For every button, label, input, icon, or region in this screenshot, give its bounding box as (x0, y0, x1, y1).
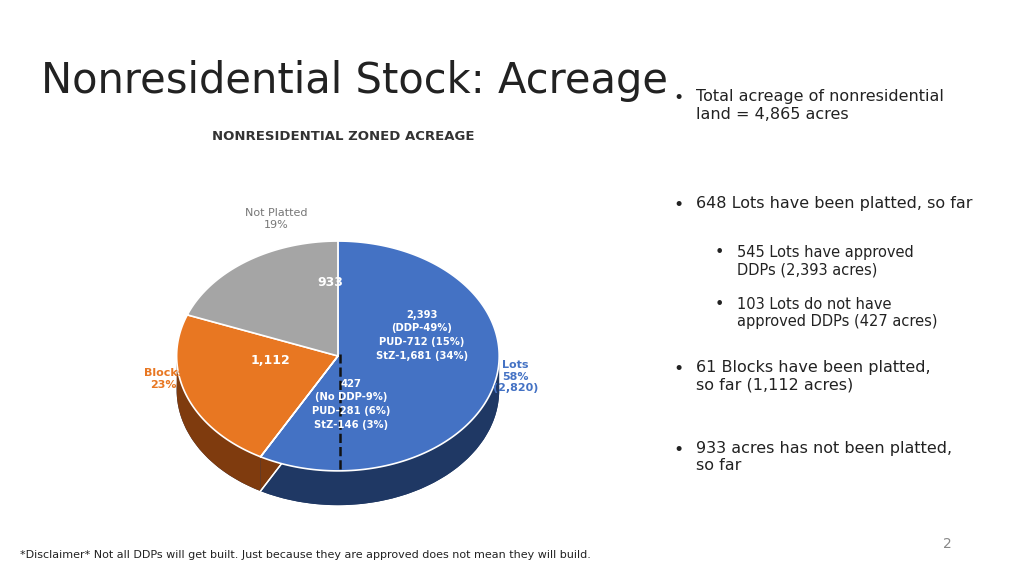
Text: 2: 2 (943, 537, 951, 551)
Text: 933 acres has not been platted,
so far: 933 acres has not been platted, so far (696, 441, 952, 473)
Text: •: • (674, 360, 684, 378)
Text: Blocks
23%: Blocks 23% (143, 368, 184, 390)
Polygon shape (177, 315, 338, 457)
Polygon shape (260, 241, 499, 471)
Text: 61 Blocks have been platted,
so far (1,112 acres): 61 Blocks have been platted, so far (1,1… (696, 360, 931, 392)
Text: •: • (674, 196, 684, 214)
Text: 103 Lots do not have
approved DDPs (427 acres): 103 Lots do not have approved DDPs (427 … (737, 297, 938, 329)
Polygon shape (177, 356, 260, 491)
Text: NONRESIDENTIAL ZONED ACREAGE: NONRESIDENTIAL ZONED ACREAGE (212, 130, 474, 143)
Polygon shape (260, 357, 499, 505)
Text: Total acreage of nonresidential
land = 4,865 acres: Total acreage of nonresidential land = 4… (696, 89, 944, 122)
Text: •: • (674, 89, 684, 107)
Text: Lots
58%
(2,820): Lots 58% (2,820) (493, 360, 538, 393)
Polygon shape (187, 241, 338, 356)
Text: 1,112: 1,112 (250, 354, 290, 367)
Text: Not Platted
19%: Not Platted 19% (246, 208, 308, 230)
Text: 545 Lots have approved
DDPs (2,393 acres): 545 Lots have approved DDPs (2,393 acres… (737, 245, 914, 277)
Text: 427
(No DDP-9%)
PUD-281 (6%)
StZ-146 (3%): 427 (No DDP-9%) PUD-281 (6%) StZ-146 (3%… (311, 379, 390, 430)
Polygon shape (260, 356, 338, 491)
Ellipse shape (176, 275, 499, 505)
Text: *Disclaimer* Not all DDPs will get built. Just because they are approved does no: *Disclaimer* Not all DDPs will get built… (20, 550, 591, 560)
Text: •: • (715, 297, 724, 312)
Text: 933: 933 (316, 276, 343, 289)
Text: 648 Lots have been platted, so far: 648 Lots have been platted, so far (696, 196, 973, 211)
Text: Nonresidential Stock: Acreage: Nonresidential Stock: Acreage (41, 60, 668, 103)
Text: •: • (674, 441, 684, 458)
Polygon shape (260, 356, 338, 491)
Text: 2,393
(DDP-49%)
PUD-712 (15%)
StZ-1,681 (34%): 2,393 (DDP-49%) PUD-712 (15%) StZ-1,681 … (376, 310, 468, 361)
Text: •: • (715, 245, 724, 260)
